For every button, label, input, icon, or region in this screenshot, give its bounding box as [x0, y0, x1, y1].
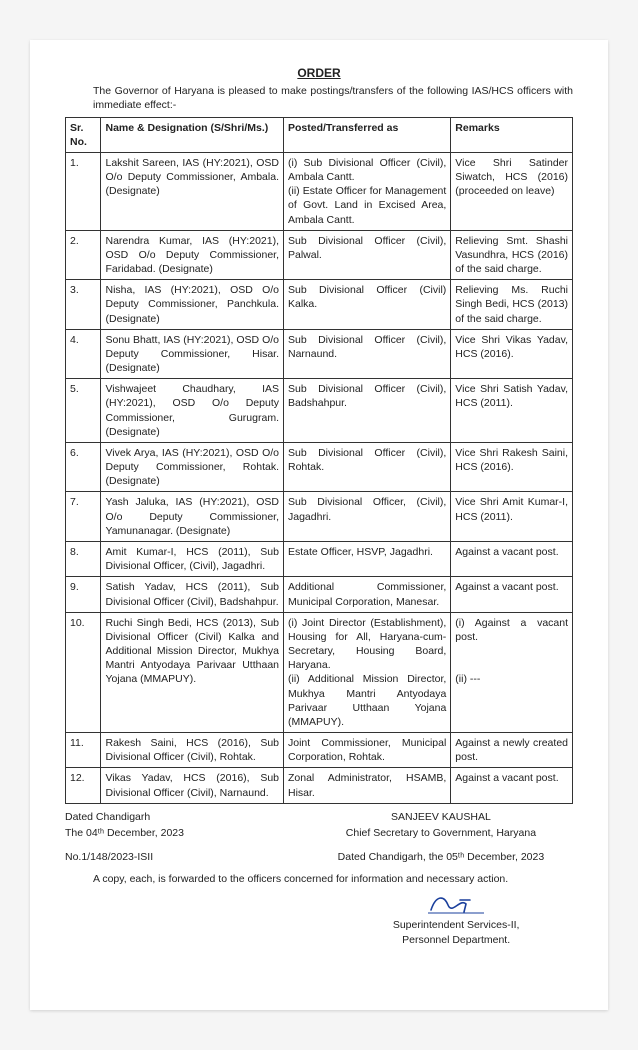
- signature-block: Superintendent Services-II, Personnel De…: [339, 890, 573, 946]
- table-row: 4.Sonu Bhatt, IAS (HY:2021), OSD O/o Dep…: [66, 329, 573, 379]
- cell-name: Satish Yadav, HCS (2011), Sub Divisional…: [101, 577, 284, 612]
- header-remarks: Remarks: [451, 117, 573, 152]
- cell-sr: 6.: [66, 442, 101, 492]
- order-title: ORDER: [65, 65, 573, 81]
- cell-name: Nisha, IAS (HY:2021), OSD O/o Deputy Com…: [101, 280, 284, 330]
- cell-posted: Sub Divisional Officer (Civil) Kalka.: [284, 280, 451, 330]
- header-sr: Sr. No.: [66, 117, 101, 152]
- cell-posted: Sub Divisional Officer (Civil), Palwal.: [284, 230, 451, 280]
- cell-sr: 9.: [66, 577, 101, 612]
- cell-posted: (i) Joint Director (Establishment), Hous…: [284, 612, 451, 732]
- cell-name: Amit Kumar-I, HCS (2011), Sub Divisional…: [101, 542, 284, 577]
- table-row: 2.Narendra Kumar, IAS (HY:2021), OSD O/o…: [66, 230, 573, 280]
- signatory-name: SANJEEV KAUSHAL: [309, 810, 573, 824]
- cell-posted: Zonal Administrator, HSAMB, Hisar.: [284, 768, 451, 803]
- footer-block: Dated Chandigarh SANJEEV KAUSHAL The 04ᵗ…: [65, 810, 573, 947]
- table-row: 3.Nisha, IAS (HY:2021), OSD O/o Deputy C…: [66, 280, 573, 330]
- table-row: 10.Ruchi Singh Bedi, HCS (2013), Sub Div…: [66, 612, 573, 732]
- cell-remarks: Relieving Ms. Ruchi Singh Bedi, HCS (201…: [451, 280, 573, 330]
- cell-remarks: (i) Against a vacant post. (ii) ---: [451, 612, 573, 732]
- table-row: 1.Lakshit Sareen, IAS (HY:2021), OSD O/o…: [66, 152, 573, 230]
- cell-name: Rakesh Saini, HCS (2016), Sub Divisional…: [101, 733, 284, 768]
- cell-remarks: Relieving Smt. Shashi Vasundhra, HCS (20…: [451, 230, 573, 280]
- cell-remarks: Vice Shri Amit Kumar-I, HCS (2011).: [451, 492, 573, 542]
- cell-sr: 7.: [66, 492, 101, 542]
- cell-remarks: Vice Shri Vikas Yadav, HCS (2016).: [451, 329, 573, 379]
- cell-name: Narendra Kumar, IAS (HY:2021), OSD O/o D…: [101, 230, 284, 280]
- postings-table: Sr. No. Name & Designation (S/Shri/Ms.) …: [65, 117, 573, 804]
- ref-no: No.1/148/2023-ISII: [65, 850, 294, 864]
- cell-sr: 11.: [66, 733, 101, 768]
- cell-remarks: Vice Shri Satish Yadav, HCS (2011).: [451, 379, 573, 443]
- table-row: 8.Amit Kumar-I, HCS (2011), Sub Division…: [66, 542, 573, 577]
- cc-text: A copy, each, is forwarded to the office…: [93, 872, 573, 886]
- table-row: 7.Yash Jaluka, IAS (HY:2021), OSD O/o De…: [66, 492, 573, 542]
- cell-posted: Sub Divisional Officer (Civil), Narnaund…: [284, 329, 451, 379]
- signatory-title: Chief Secretary to Government, Haryana: [309, 826, 573, 840]
- dated-date: The 04ᵗʰ December, 2023: [65, 826, 294, 840]
- cell-sr: 10.: [66, 612, 101, 732]
- cell-posted: (i) Sub Divisional Officer (Civil), Amba…: [284, 152, 451, 230]
- table-row: 11.Rakesh Saini, HCS (2016), Sub Divisio…: [66, 733, 573, 768]
- table-row: 12.Vikas Yadav, HCS (2016), Sub Division…: [66, 768, 573, 803]
- order-document: ORDER The Governor of Haryana is pleased…: [30, 40, 608, 1010]
- table-header-row: Sr. No. Name & Designation (S/Shri/Ms.) …: [66, 117, 573, 152]
- table-row: 9.Satish Yadav, HCS (2011), Sub Division…: [66, 577, 573, 612]
- dated-place: Dated Chandigarh: [65, 810, 294, 824]
- cell-sr: 4.: [66, 329, 101, 379]
- header-name: Name & Designation (S/Shri/Ms.): [101, 117, 284, 152]
- cell-posted: Sub Divisional Officer (Civil), Rohtak.: [284, 442, 451, 492]
- sign-title-1: Superintendent Services-II,: [339, 918, 573, 932]
- table-row: 6.Vivek Arya, IAS (HY:2021), OSD O/o Dep…: [66, 442, 573, 492]
- cell-sr: 1.: [66, 152, 101, 230]
- cell-remarks: Against a vacant post.: [451, 577, 573, 612]
- cell-posted: Estate Officer, HSVP, Jagadhri.: [284, 542, 451, 577]
- cell-sr: 5.: [66, 379, 101, 443]
- cell-posted: Additional Commissioner, Municipal Corpo…: [284, 577, 451, 612]
- cell-name: Lakshit Sareen, IAS (HY:2021), OSD O/o D…: [101, 152, 284, 230]
- header-posted: Posted/Transferred as: [284, 117, 451, 152]
- cell-name: Vishwajeet Chaudhary, IAS (HY:2021), OSD…: [101, 379, 284, 443]
- signature-icon: [426, 890, 486, 916]
- cell-sr: 12.: [66, 768, 101, 803]
- cell-name: Yash Jaluka, IAS (HY:2021), OSD O/o Depu…: [101, 492, 284, 542]
- cell-remarks: Vice Shri Satinder Siwatch, HCS (2016) (…: [451, 152, 573, 230]
- cell-sr: 2.: [66, 230, 101, 280]
- cell-posted: Sub Divisional Officer, (Civil), Jagadhr…: [284, 492, 451, 542]
- cell-name: Sonu Bhatt, IAS (HY:2021), OSD O/o Deput…: [101, 329, 284, 379]
- cell-remarks: Against a newly created post.: [451, 733, 573, 768]
- cell-remarks: Vice Shri Rakesh Saini, HCS (2016).: [451, 442, 573, 492]
- cell-posted: Sub Divisional Officer (Civil), Badshahp…: [284, 379, 451, 443]
- table-row: 5.Vishwajeet Chaudhary, IAS (HY:2021), O…: [66, 379, 573, 443]
- cell-remarks: Against a vacant post.: [451, 768, 573, 803]
- cell-posted: Joint Commissioner, Municipal Corporatio…: [284, 733, 451, 768]
- cell-name: Vikas Yadav, HCS (2016), Sub Divisional …: [101, 768, 284, 803]
- dated-place2: Dated Chandigarh, the 05ᵗʰ December, 202…: [309, 850, 573, 864]
- sign-title-2: Personnel Department.: [339, 933, 573, 947]
- cell-sr: 3.: [66, 280, 101, 330]
- intro-text: The Governor of Haryana is pleased to ma…: [93, 84, 573, 112]
- cell-name: Ruchi Singh Bedi, HCS (2013), Sub Divisi…: [101, 612, 284, 732]
- cell-sr: 8.: [66, 542, 101, 577]
- cell-name: Vivek Arya, IAS (HY:2021), OSD O/o Deput…: [101, 442, 284, 492]
- cell-remarks: Against a vacant post.: [451, 542, 573, 577]
